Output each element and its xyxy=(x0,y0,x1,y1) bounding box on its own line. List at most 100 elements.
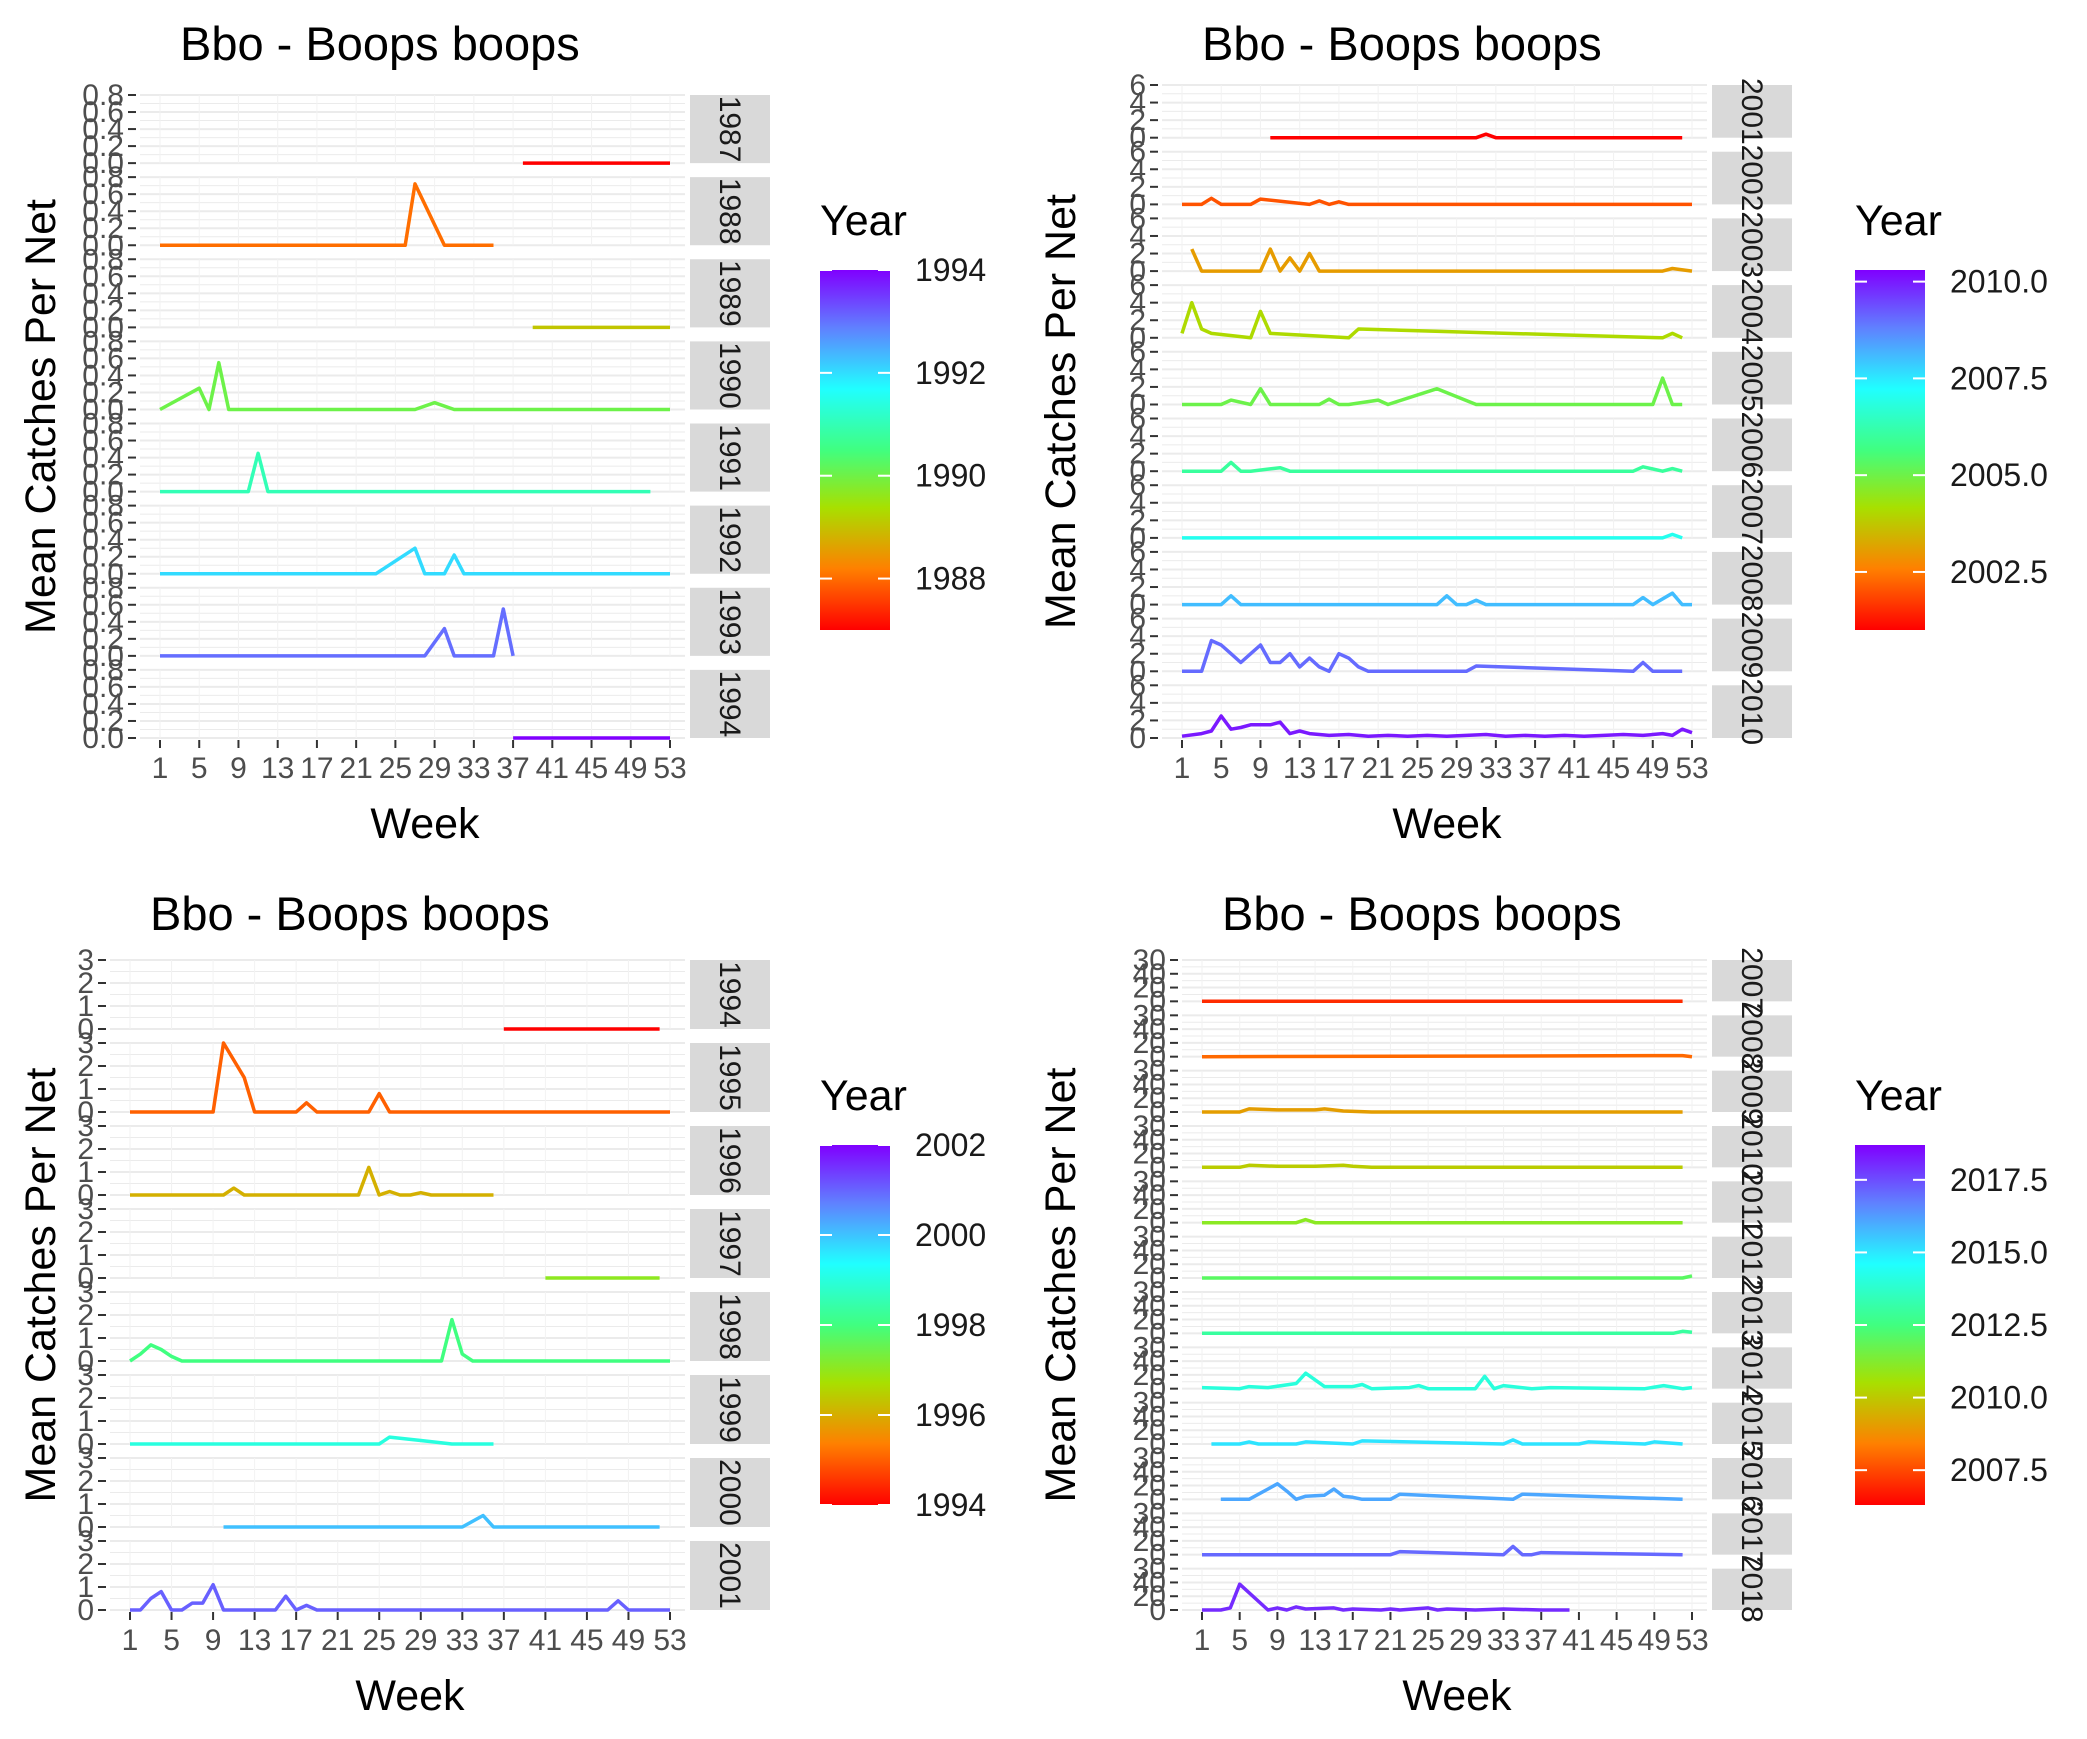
facet-strip xyxy=(690,1292,770,1361)
series-line-1999 xyxy=(130,1435,494,1446)
x-tick-label: 33 xyxy=(1487,1624,1520,1657)
x-tick-label: 37 xyxy=(1518,752,1551,785)
x-tick-label: 53 xyxy=(653,1624,686,1657)
series-line-2001 xyxy=(1270,132,1683,140)
y-tick-label: 1 xyxy=(77,1571,94,1604)
legend-tick-label: 1992 xyxy=(915,355,986,391)
legend-tick-label: 2002.5 xyxy=(1950,554,2048,590)
y-tick-label: 0 xyxy=(77,1179,94,1212)
facet-strip xyxy=(1712,485,1792,538)
facet-strip-label: 2014 xyxy=(1735,1335,1768,1402)
x-tick-label: 13 xyxy=(1298,1624,1331,1657)
y-tick-label: 0 xyxy=(1129,322,1146,355)
x-tick-label: 17 xyxy=(1336,1624,1369,1657)
y-tick-label: 40 xyxy=(1133,1400,1166,1433)
chart-4: Bbo - Boops boops Mean Catches Per Net Wee… xyxy=(1037,887,2048,1720)
x-tick-label: 25 xyxy=(363,1624,396,1657)
x-tick-label: 13 xyxy=(261,752,294,785)
legend-tick-label: 1988 xyxy=(915,561,986,597)
y-tick-label: 2 xyxy=(77,1548,94,1581)
x-axis-title: Week xyxy=(370,800,480,848)
y-tick-label: 0 xyxy=(77,1345,94,1378)
x-tick-label: 49 xyxy=(612,1624,645,1657)
x-tick-label: 53 xyxy=(653,752,686,785)
y-tick-label: 0.2 xyxy=(82,623,124,656)
colorbar xyxy=(820,270,890,630)
facet-strip-label: 2007 xyxy=(1735,947,1768,1014)
y-tick-label: 20 xyxy=(1133,1470,1166,1503)
y-tick-label: 30 xyxy=(1133,1221,1166,1254)
series-line-2018 xyxy=(1202,1582,1570,1612)
y-tick-label: 6 xyxy=(1129,536,1146,569)
x-tick-label: 9 xyxy=(230,752,247,785)
y-tick-label: 0 xyxy=(1149,1483,1166,1516)
y-tick-label: 6 xyxy=(1129,603,1146,636)
y-tick-label: 20 xyxy=(1133,1580,1166,1613)
y-tick-label: 2 xyxy=(1129,704,1146,737)
facet-strip xyxy=(690,1043,770,1112)
y-tick-label: 0.4 xyxy=(82,524,124,557)
y-tick-label: 2 xyxy=(77,1465,94,1498)
series-line-2012 xyxy=(1202,1274,1693,1280)
series-line-1988 xyxy=(160,182,494,248)
y-tick-label: 2 xyxy=(77,1216,94,1249)
series-line-2009 xyxy=(1202,1107,1683,1114)
facet-strip xyxy=(1712,85,1792,138)
legend-tick-label: 2015.0 xyxy=(1950,1234,2048,1270)
facet-strip xyxy=(690,259,770,328)
panel-1993: 0.00.20.40.60.8 1993 xyxy=(82,572,770,673)
y-tick-label: 0.6 xyxy=(82,96,124,129)
x-tick-label: 37 xyxy=(1525,1624,1558,1657)
facet-strip-label: 1997 xyxy=(713,1210,746,1277)
y-tick-label: 20 xyxy=(1133,1304,1166,1337)
y-tick-label: 2 xyxy=(77,967,94,1000)
x-tick-label: 9 xyxy=(1269,1624,1286,1657)
y-tick-label: 40 xyxy=(1133,1566,1166,1599)
y-tick-label: 3 xyxy=(77,1442,94,1475)
y-tick-label: 0.4 xyxy=(82,606,124,639)
facet-strip xyxy=(1712,1015,1792,1057)
x-tick-label: 49 xyxy=(1636,752,1669,785)
x-tick-label: 21 xyxy=(1361,752,1394,785)
y-tick-label: 0 xyxy=(1149,1262,1166,1295)
y-tick-label: 20 xyxy=(1133,1248,1166,1281)
facet-strip xyxy=(690,1375,770,1444)
facet-strip-label: 1990 xyxy=(713,342,746,409)
y-tick-label: 2 xyxy=(1129,171,1146,204)
y-tick-label: 0.0 xyxy=(82,558,124,591)
series-line-1998 xyxy=(129,1317,670,1363)
facet-strip xyxy=(1712,1236,1792,1278)
y-tick-label: 0.4 xyxy=(82,359,124,392)
y-tick-label: 40 xyxy=(1133,1179,1166,1212)
x-axis-title: Week xyxy=(1392,800,1502,848)
facet-strip xyxy=(1712,1402,1792,1444)
facet-strip-label: 1992 xyxy=(713,506,746,573)
facet-strip xyxy=(690,423,770,492)
y-tick-label: 1 xyxy=(77,990,94,1023)
y-tick-label: 0 xyxy=(77,1428,94,1461)
x-tick-label: 33 xyxy=(446,1624,479,1657)
facet-strip xyxy=(690,505,770,574)
x-tick-label: 41 xyxy=(1558,752,1591,785)
legend-tick-label: 2012.5 xyxy=(1950,1307,2048,1343)
x-tick-label: 41 xyxy=(536,752,569,785)
y-tick-label: 6 xyxy=(1129,69,1146,102)
y-tick-label: 40 xyxy=(1133,1234,1166,1267)
x-tick-label: 41 xyxy=(1562,1624,1595,1657)
y-tick-label: 0 xyxy=(1149,1207,1166,1240)
facet-strip-label: 1994 xyxy=(713,671,746,738)
x-tick-label: 13 xyxy=(238,1624,271,1657)
legend-tick-label: 2010.0 xyxy=(1950,264,2048,300)
series-line-2010 xyxy=(1202,1163,1683,1170)
x-tick-label: 1 xyxy=(1174,752,1191,785)
x-tick-label: 17 xyxy=(279,1624,312,1657)
y-tick-label: 30 xyxy=(1133,944,1166,977)
y-tick-label: 1 xyxy=(77,1322,94,1355)
